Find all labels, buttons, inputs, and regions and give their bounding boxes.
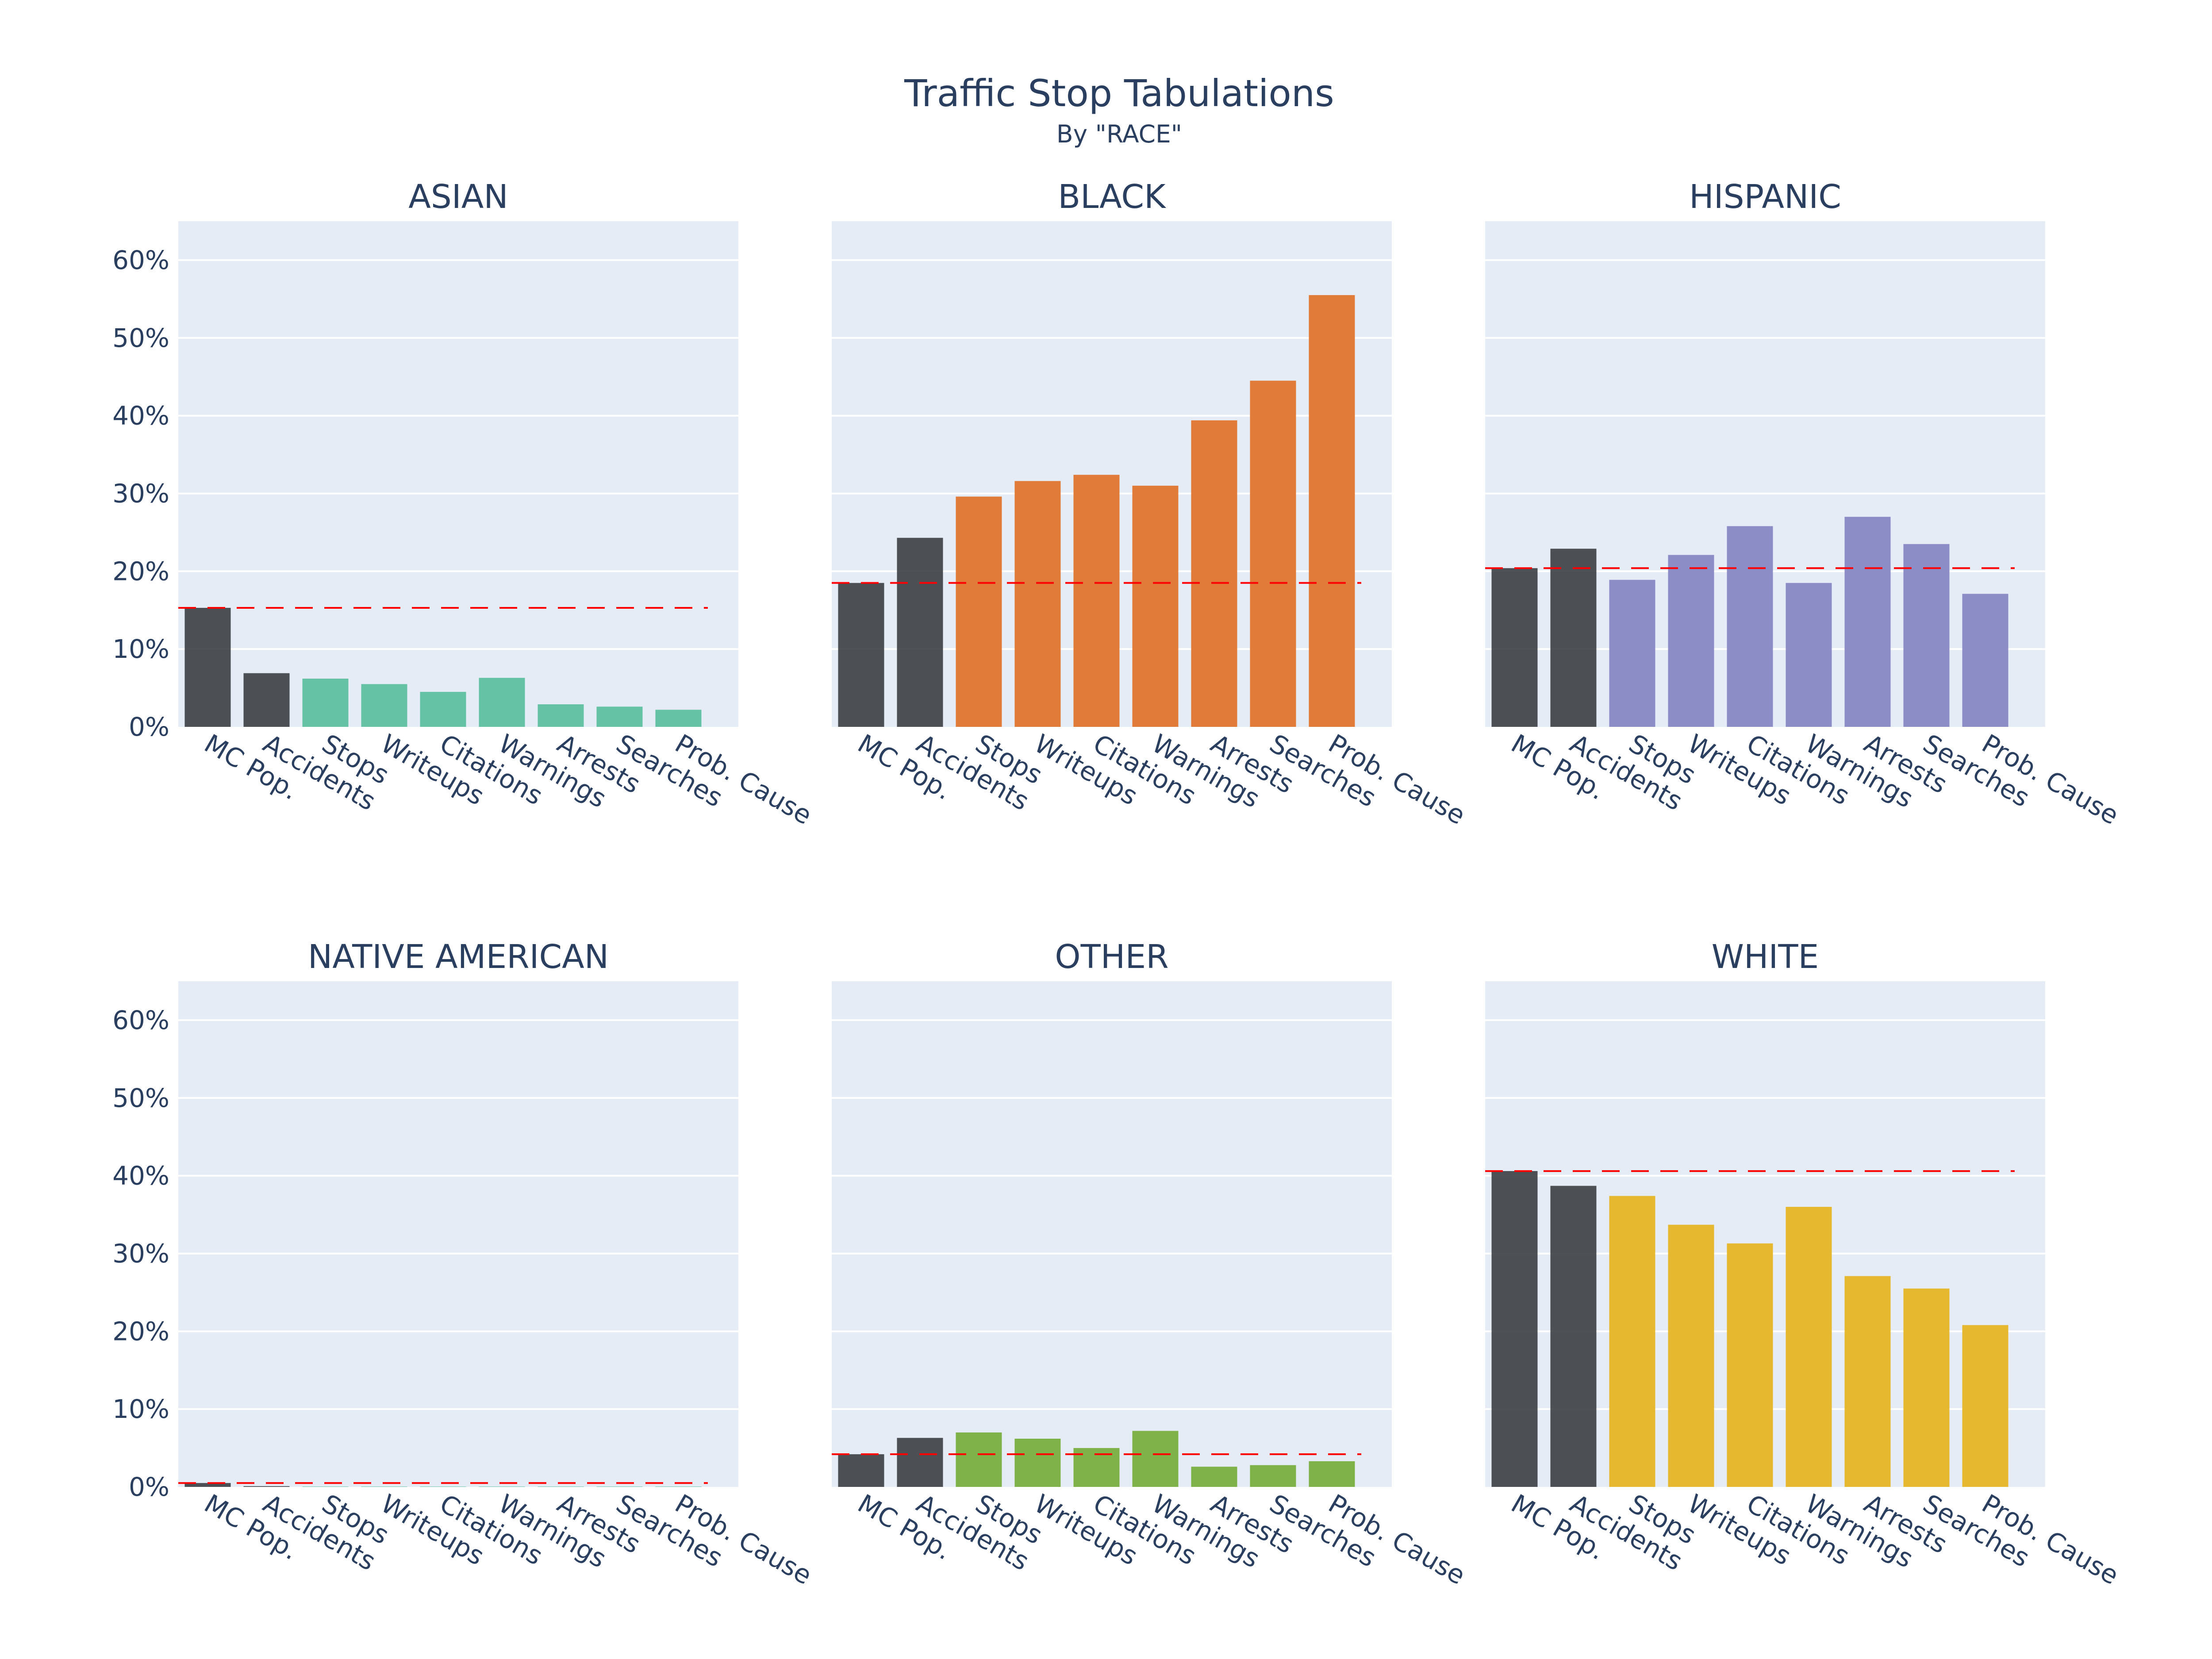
bar-mc-pop [838, 1454, 884, 1487]
bar-accidents [897, 538, 943, 727]
bar-warnings [479, 678, 525, 727]
bar-stops [1609, 1196, 1655, 1487]
bar-writeups [1014, 1438, 1061, 1487]
bar-mc-pop [1491, 568, 1538, 727]
bar-writeups [361, 684, 407, 727]
bar-prob-cause [1309, 295, 1355, 727]
bar-accidents [1550, 1186, 1597, 1487]
bar-stops [302, 678, 349, 727]
bar-mc-pop [184, 607, 231, 727]
y-tick-label: 0% [129, 1472, 169, 1502]
chart-title: Traffic Stop Tabulations [904, 72, 1334, 115]
bar-accidents [897, 1438, 943, 1487]
panel-title: BLACK [1058, 178, 1167, 216]
y-tick-label: 30% [112, 1238, 169, 1268]
bar-stops [1609, 580, 1655, 727]
y-tick-label: 0% [129, 712, 169, 742]
bar-searches [1903, 544, 1950, 727]
bar-stops [956, 496, 1002, 727]
bar-accidents [243, 673, 290, 727]
y-tick-label: 50% [112, 1083, 169, 1113]
y-tick-label: 60% [112, 245, 169, 275]
bar-writeups [1668, 555, 1714, 727]
bar-arrests [1844, 517, 1891, 727]
bar-arrests [538, 1486, 584, 1487]
panel-title: NATIVE AMERICAN [308, 938, 609, 976]
bar-stops [302, 1486, 349, 1487]
y-tick-label: 40% [112, 401, 169, 431]
bar-arrests [1844, 1276, 1891, 1487]
y-tick-label: 60% [112, 1005, 169, 1035]
bar-searches [1250, 380, 1296, 727]
bar-prob-cause [1962, 1325, 2008, 1487]
plot-area [832, 981, 1392, 1487]
bar-citations [1727, 1243, 1773, 1487]
panel-title: WHITE [1712, 938, 1819, 976]
bar-accidents [1550, 549, 1597, 727]
y-tick-label: 20% [112, 1316, 169, 1346]
panel-title: OTHER [1055, 938, 1168, 976]
bar-prob-cause [1309, 1461, 1355, 1487]
plot-area [178, 981, 738, 1487]
bar-writeups [361, 1486, 407, 1487]
bar-searches [1250, 1465, 1296, 1487]
panel-title: HISPANIC [1689, 178, 1841, 216]
bar-citations [420, 1486, 466, 1487]
y-tick-label: 30% [112, 478, 169, 508]
bar-arrests [538, 704, 584, 727]
y-tick-label: 40% [112, 1161, 169, 1191]
y-tick-label: 20% [112, 556, 169, 586]
bar-arrests [1191, 420, 1237, 727]
bar-searches [1903, 1288, 1950, 1487]
bar-citations [1727, 526, 1773, 727]
bar-prob-cause [655, 1486, 702, 1487]
bar-prob-cause [655, 710, 702, 727]
panel-title: ASIAN [408, 178, 508, 216]
y-tick-label: 50% [112, 323, 169, 353]
bar-citations [420, 691, 466, 727]
bar-stops [956, 1432, 1002, 1487]
bar-citations [1073, 475, 1120, 727]
y-tick-label: 10% [112, 1394, 169, 1424]
bar-searches [596, 1486, 643, 1487]
bar-searches [596, 707, 643, 727]
bar-warnings [1132, 1431, 1179, 1487]
chart-subtitle: By "RACE" [1056, 120, 1182, 148]
bar-writeups [1014, 481, 1061, 727]
bar-writeups [1668, 1225, 1714, 1487]
bar-mc-pop [184, 1483, 231, 1487]
bar-warnings [1786, 583, 1832, 727]
bar-warnings [479, 1486, 525, 1487]
bar-prob-cause [1962, 594, 2008, 727]
bar-arrests [1191, 1467, 1237, 1487]
bar-accidents [243, 1486, 290, 1487]
bar-mc-pop [838, 583, 884, 727]
y-tick-label: 10% [112, 634, 169, 664]
bar-warnings [1786, 1206, 1832, 1487]
bar-warnings [1132, 485, 1179, 727]
bar-mc-pop [1491, 1171, 1538, 1487]
plot-area [178, 221, 738, 727]
